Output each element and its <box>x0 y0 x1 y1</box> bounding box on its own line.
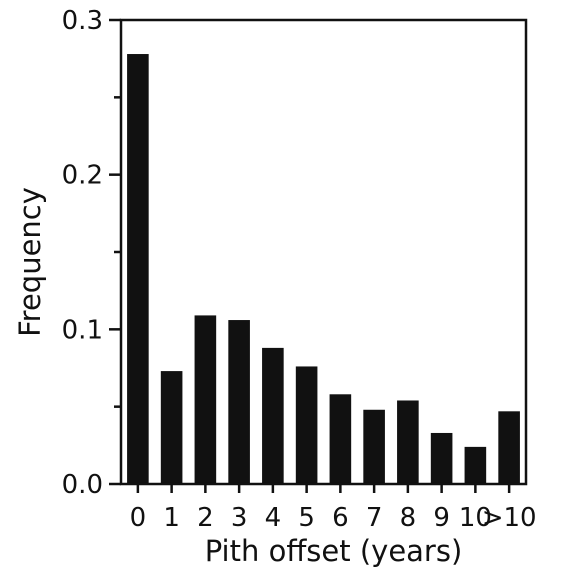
x-tick-label: 1 <box>163 503 180 533</box>
x-axis-title: Pith offset (years) <box>205 534 463 568</box>
x-tick-label: 8 <box>400 503 417 533</box>
y-tick-label: 0.0 <box>62 470 103 500</box>
bar-7 <box>363 409 385 484</box>
y-axis-title: Frequency <box>13 187 47 337</box>
y-tick-label: 0.3 <box>62 6 103 36</box>
x-tick-label: 5 <box>298 503 315 533</box>
x-tick-label: 4 <box>265 503 282 533</box>
bar-3 <box>228 320 250 484</box>
bar-10 <box>464 446 487 484</box>
x-tick-label: 6 <box>332 503 349 533</box>
x-tick-label: 0 <box>130 503 147 533</box>
bar-8 <box>397 400 419 484</box>
y-tick-label: 0.1 <box>62 315 103 345</box>
bar-gt10 <box>498 411 520 484</box>
bar-0 <box>127 54 149 484</box>
bars-layer <box>127 54 520 484</box>
x-tick-label: 3 <box>231 503 248 533</box>
bar-6 <box>329 394 352 484</box>
bar-4 <box>262 347 284 484</box>
x-tick-label: 9 <box>433 503 450 533</box>
y-tick-label: 0.2 <box>62 161 103 191</box>
axes-layer <box>109 18 528 493</box>
bar-1 <box>160 371 183 484</box>
x-tick-label: 7 <box>366 503 383 533</box>
x-tick-label: 10 <box>459 503 492 533</box>
bar-9 <box>430 432 453 484</box>
bar-2 <box>194 315 217 484</box>
labels-layer: 0.0 0.1 0.2 0.3 0 1 2 3 4 5 6 7 8 9 10>10 <box>62 6 537 533</box>
bar-5 <box>295 366 318 484</box>
x-tick-label: >10 <box>482 503 537 533</box>
x-tick-label: 2 <box>197 503 214 533</box>
